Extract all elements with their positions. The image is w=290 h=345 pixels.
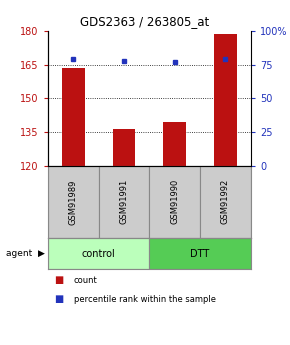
Text: ■: ■: [54, 294, 63, 304]
Bar: [149, 166, 200, 238]
Text: DTT: DTT: [191, 249, 210, 258]
Bar: [149, 238, 251, 269]
Text: percentile rank within the sample: percentile rank within the sample: [74, 295, 216, 304]
Text: count: count: [74, 276, 98, 285]
Bar: [62, 68, 85, 166]
Text: GSM91989: GSM91989: [69, 179, 78, 225]
Bar: [200, 166, 251, 238]
Text: control: control: [82, 249, 115, 258]
Bar: [113, 129, 135, 166]
Bar: [214, 34, 237, 166]
Text: GSM91991: GSM91991: [119, 179, 128, 225]
Text: GDS2363 / 263805_at: GDS2363 / 263805_at: [80, 16, 210, 29]
Bar: [48, 166, 99, 238]
Bar: [48, 238, 149, 269]
Bar: [163, 122, 186, 166]
Bar: [99, 166, 149, 238]
Text: GSM91992: GSM91992: [221, 179, 230, 225]
Text: GSM91990: GSM91990: [170, 179, 179, 225]
Text: ■: ■: [54, 275, 63, 285]
Text: agent  ▶: agent ▶: [6, 249, 45, 258]
